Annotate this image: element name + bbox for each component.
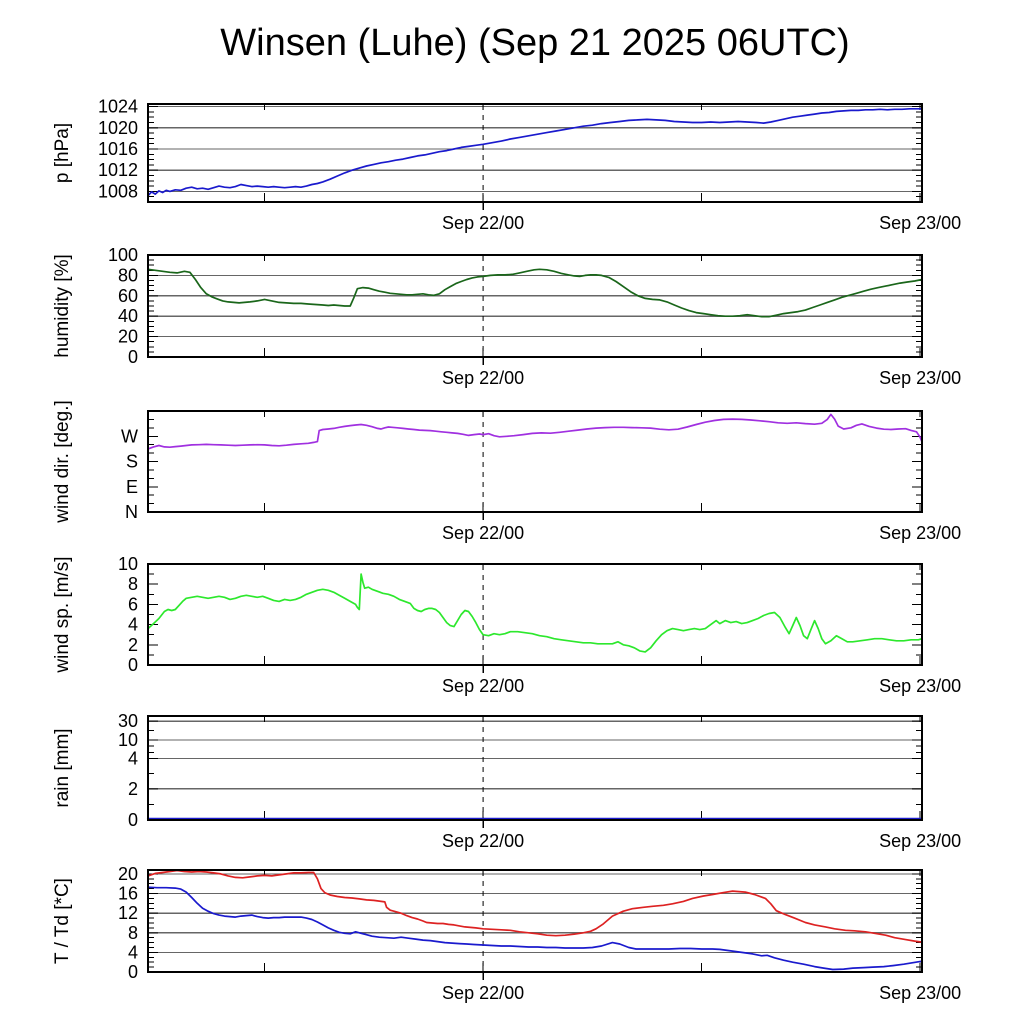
rain-plot-border bbox=[147, 715, 923, 821]
humidity-series-humidity bbox=[147, 268, 923, 318]
humidity-xtick-label: Sep 22/00 bbox=[442, 368, 524, 388]
humidity-ytick-label: 60 bbox=[118, 286, 138, 306]
temperature-xtick-label: Sep 23/00 bbox=[879, 983, 961, 1003]
humidity-ytick-label: 80 bbox=[118, 265, 138, 285]
pressure-ytick-label: 1024 bbox=[98, 97, 138, 117]
wind-speed-plot-border bbox=[147, 563, 923, 666]
pressure-ytick-label: 1008 bbox=[98, 181, 138, 201]
wind-dir-xtick-label: Sep 23/00 bbox=[879, 523, 961, 543]
rain-ytick-label: 30 bbox=[118, 711, 138, 731]
pressure-series-pressure bbox=[147, 107, 923, 197]
wind-dir-series-wind-direction bbox=[147, 413, 923, 450]
temperature-xtick-label: Sep 22/00 bbox=[442, 983, 524, 1003]
rain-ytick-label: 0 bbox=[128, 810, 138, 830]
temperature-ytick-label: 16 bbox=[118, 884, 138, 904]
temperature-ytick-label: 12 bbox=[118, 903, 138, 923]
pressure-ytick-label: 1016 bbox=[98, 139, 138, 159]
temperature-series-dewpoint bbox=[147, 886, 923, 971]
humidity-ytick-label: 20 bbox=[118, 327, 138, 347]
wind-speed-ytick-label: 8 bbox=[128, 574, 138, 594]
temperature-series-temperature bbox=[147, 869, 923, 943]
wind-dir-ytick-label: W bbox=[121, 426, 138, 446]
humidity-ytick-label: 100 bbox=[108, 245, 138, 265]
wind-dir-xtick-label: Sep 22/00 bbox=[442, 523, 524, 543]
rain-ytick-label: 10 bbox=[118, 730, 138, 750]
humidity-ylabel: humidity [%] bbox=[52, 254, 73, 357]
wind-speed-ytick-label: 2 bbox=[128, 635, 138, 655]
humidity-ytick-label: 0 bbox=[128, 347, 138, 367]
humidity-plot-border bbox=[147, 254, 923, 358]
temperature-ylabel: T / Td [*C] bbox=[52, 878, 73, 964]
temperature-ytick-label: 0 bbox=[128, 962, 138, 982]
page-title: Winsen (Luhe) (Sep 21 2025 06UTC) bbox=[220, 22, 850, 64]
pressure-xtick-label: Sep 22/00 bbox=[442, 213, 524, 233]
humidity-xtick-label: Sep 23/00 bbox=[879, 368, 961, 388]
wind-dir-plot-border bbox=[147, 410, 923, 513]
wind-speed-xtick-label: Sep 23/00 bbox=[879, 676, 961, 696]
wind-dir-ytick-label: N bbox=[125, 502, 138, 522]
pressure-xtick-label: Sep 23/00 bbox=[879, 213, 961, 233]
wind-speed-ytick-label: 6 bbox=[128, 594, 138, 614]
rain-ytick-label: 4 bbox=[128, 749, 138, 769]
wind-speed-series-wind-speed bbox=[147, 573, 923, 653]
wind-speed-ylabel: wind sp. [m/s] bbox=[52, 556, 73, 673]
pressure-plot-border bbox=[147, 103, 923, 203]
wind-speed-xtick-label: Sep 22/00 bbox=[442, 676, 524, 696]
wind-speed-ytick-label: 0 bbox=[128, 655, 138, 675]
rain-ytick-label: 2 bbox=[128, 779, 138, 799]
temperature-plot-border bbox=[147, 869, 923, 973]
pressure-ylabel: p [hPa] bbox=[52, 123, 73, 183]
pressure-ytick-label: 1020 bbox=[98, 118, 138, 138]
wind-speed-ytick-label: 4 bbox=[128, 615, 138, 635]
temperature-ytick-label: 8 bbox=[128, 923, 138, 943]
wind-dir-ylabel: wind dir. [deg.] bbox=[52, 400, 73, 524]
pressure-ytick-label: 1012 bbox=[98, 160, 138, 180]
wind-dir-ytick-label: S bbox=[126, 452, 138, 472]
temperature-ytick-label: 4 bbox=[128, 942, 138, 962]
wind-speed-ytick-label: 10 bbox=[118, 554, 138, 574]
rain-xtick-label: Sep 22/00 bbox=[442, 831, 524, 851]
wind-dir-ytick-label: E bbox=[126, 477, 138, 497]
humidity-ytick-label: 40 bbox=[118, 306, 138, 326]
rain-ylabel: rain [mm] bbox=[52, 728, 73, 807]
temperature-ytick-label: 20 bbox=[118, 864, 138, 884]
rain-xtick-label: Sep 23/00 bbox=[879, 831, 961, 851]
